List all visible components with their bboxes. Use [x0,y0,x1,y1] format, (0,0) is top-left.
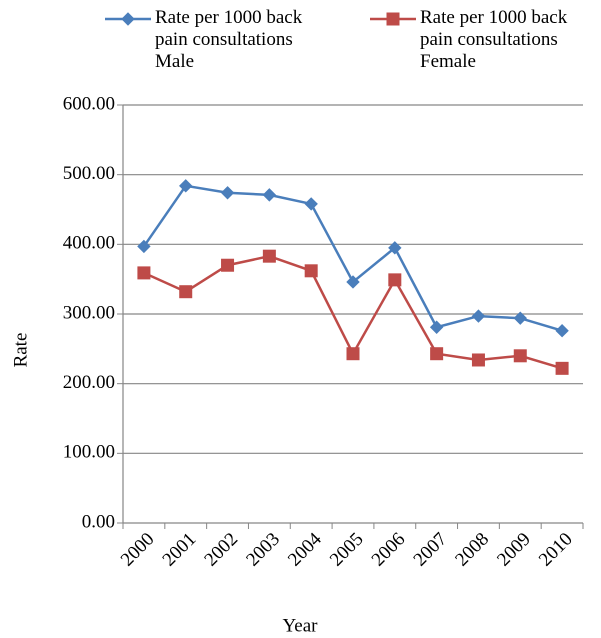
point [346,347,360,361]
x-tick-label: 2005 [326,529,368,571]
point [304,264,318,278]
point [262,188,277,202]
x-tick-label: 2006 [368,529,410,571]
point [513,311,527,325]
y-tick-label: 0.00 [82,511,115,532]
point [346,275,360,289]
point [221,258,235,272]
point [262,249,276,263]
point [388,241,402,255]
y-tick-label: 200.00 [63,372,115,393]
x-tick-label: 2008 [451,529,493,571]
x-tick-label: 2000 [117,529,159,571]
x-tick-label: 2009 [493,529,535,571]
point [430,347,444,361]
point [513,349,527,363]
point [388,273,402,287]
x-axis-label: Year [282,615,318,636]
point [179,179,193,193]
y-tick-label: 500.00 [63,163,115,184]
point [471,309,486,323]
x-tick-label: 2007 [410,529,452,571]
x-tick-label: 2001 [159,529,201,571]
point [471,353,485,367]
x-tick-label: 2010 [535,529,577,571]
x-tick-label: 2003 [242,529,284,571]
x-tick-label: 2004 [284,528,326,570]
y-axis-label: Rate [10,333,31,368]
point [304,197,318,211]
legend-marker [386,12,400,26]
y-tick-label: 400.00 [63,233,115,254]
y-tick-label: 600.00 [63,93,115,114]
point [179,285,193,299]
point [137,239,151,254]
y-tick-label: 300.00 [63,302,115,323]
point [137,266,151,280]
legend-label: Rate per 1000 back pain consultations Ma… [155,7,303,72]
x-tick-label: 2002 [200,529,242,571]
point [555,361,569,375]
y-tick-label: 100.00 [63,442,115,463]
legend-label: Rate per 1000 back pain consultations Fe… [420,7,568,72]
point [555,324,569,338]
series-line [142,184,563,332]
legend-marker [121,12,135,26]
point [220,186,235,200]
point [429,320,444,334]
